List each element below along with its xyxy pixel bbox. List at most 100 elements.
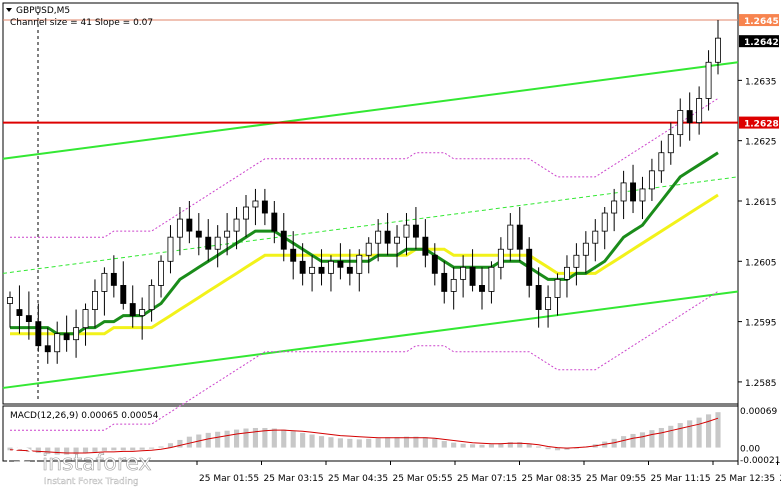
watermark-tagline: Instant Forex Trading (44, 477, 139, 487)
candle-body (357, 255, 362, 273)
candle-body (196, 231, 201, 237)
time-tick-label: 25 Mar 12:35 (715, 474, 775, 484)
macd-histogram-bar (206, 433, 211, 448)
candle-body (45, 346, 50, 352)
macd-histogram-bar (376, 438, 381, 447)
watermark-brand: instaforex (42, 451, 152, 476)
candle-body (423, 237, 428, 255)
macd-histogram-bar (158, 446, 163, 447)
candle-body (498, 249, 503, 267)
macd-histogram-bar (668, 426, 673, 448)
price-tick-label: 1.2585 (745, 379, 777, 389)
candle-body (678, 111, 683, 135)
macd-histogram-bar (225, 431, 230, 448)
macd-histogram-bar (291, 431, 296, 447)
macd-title: MACD(12,26,9) 0.00065 0.00054 (10, 411, 159, 421)
candle-body (470, 267, 475, 285)
price-tick-label: 1.2625 (745, 138, 777, 148)
candle-body (593, 231, 598, 243)
macd-histogram-bar (479, 445, 484, 448)
price-tick-label: 1.2605 (745, 258, 777, 268)
candle-body (612, 201, 617, 213)
macd-histogram-bar (697, 418, 702, 448)
macd-histogram-bar (385, 437, 390, 447)
macd-histogram-bar (130, 448, 135, 451)
time-tick-label: 25 Mar 09:55 (586, 474, 646, 484)
candle-body (243, 207, 248, 219)
macd-histogram-bar (546, 448, 551, 450)
macd-histogram-bar (659, 428, 664, 448)
macd-histogram-bar (328, 437, 333, 447)
candle-body (583, 243, 588, 255)
candle-body (630, 183, 635, 201)
candle-body (206, 237, 211, 249)
candle-body (385, 231, 390, 243)
macd-histogram-bar (687, 420, 692, 447)
candle-body (130, 304, 135, 316)
candle-body (149, 285, 154, 309)
macd-histogram-bar (423, 437, 428, 447)
candle-body (602, 213, 607, 231)
candle-body (527, 249, 532, 285)
candle-body (140, 310, 145, 316)
macd-histogram-bar (461, 444, 466, 448)
candle-body (36, 322, 41, 346)
macd-histogram-bar (413, 437, 418, 448)
candle-body (17, 310, 22, 316)
level-price-label: 1.2628 (744, 120, 779, 130)
candle-body (234, 219, 239, 231)
channel-info-label: Channel size = 41 Slope = 0.07 (10, 18, 153, 28)
candle-body (404, 225, 409, 237)
candle-body (687, 111, 692, 123)
candle-body (621, 183, 626, 201)
macd-histogram-bar (187, 437, 192, 448)
macd-histogram-bar (319, 436, 324, 447)
candle-body (366, 243, 371, 255)
candle-body (347, 267, 352, 273)
candle-body (715, 38, 720, 62)
macd-histogram-bar (300, 433, 305, 448)
candle-body (7, 297, 12, 303)
macd-histogram-bar (215, 432, 220, 448)
candle-body (649, 171, 654, 189)
macd-histogram-bar (432, 439, 437, 448)
candle-body (262, 201, 267, 213)
candle-body (319, 267, 324, 273)
candle-body (291, 249, 296, 261)
macd-histogram-bar (404, 437, 409, 448)
candle-body (659, 153, 664, 171)
time-tick-label: 25 Mar 11:15 (651, 474, 711, 484)
candle-body (121, 285, 126, 303)
candle-body (310, 267, 315, 273)
candle-body (187, 219, 192, 231)
candle-body (706, 62, 711, 98)
candle-body (394, 237, 399, 243)
macd-histogram-bar (442, 441, 447, 448)
macd-tick-label: 0.00 (740, 445, 760, 455)
macd-tick-label: 0.00069 (740, 407, 777, 417)
candle-body (432, 255, 437, 273)
candle-body (442, 273, 447, 291)
macd-histogram-bar (177, 440, 182, 448)
macd-histogram-bar (451, 443, 456, 448)
candle-body (668, 135, 673, 153)
candle-body (102, 273, 107, 291)
candle-body (546, 297, 551, 309)
candle-body (92, 291, 97, 309)
macd-histogram-bar (366, 439, 371, 448)
candle-body (300, 261, 305, 273)
candle-body (225, 231, 230, 237)
candle-body (508, 225, 513, 249)
time-tick-label: 25 Mar 07:15 (457, 474, 517, 484)
candle-body (376, 231, 381, 243)
macd-histogram-bar (121, 448, 126, 451)
macd-histogram-bar (272, 429, 277, 448)
candle-body (697, 98, 702, 122)
macd-histogram-bar (338, 438, 343, 447)
candle-body (215, 237, 220, 249)
logo-star-icon (14, 454, 30, 470)
candle-body (55, 334, 60, 352)
macd-histogram-bar (678, 423, 683, 448)
macd-histogram-bar (536, 446, 541, 447)
